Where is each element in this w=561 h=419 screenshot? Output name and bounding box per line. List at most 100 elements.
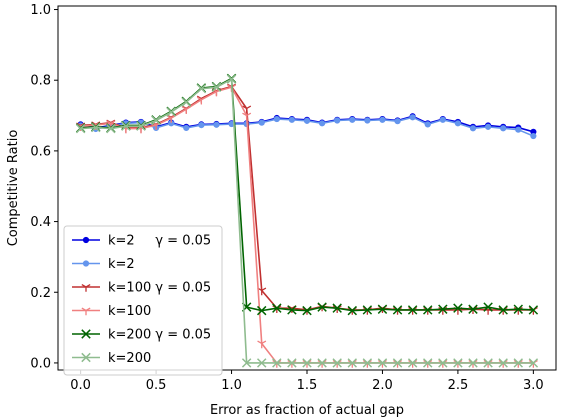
x-tick-label: 2.5 (448, 378, 469, 393)
data-point (211, 82, 222, 93)
data-point (347, 305, 358, 316)
series-5 (75, 74, 539, 368)
data-point (379, 116, 386, 123)
y-axis-label: Competitive Ratio (6, 130, 21, 247)
data-point (438, 358, 448, 368)
legend-marker (82, 260, 90, 267)
data-point (347, 358, 358, 368)
data-point (394, 118, 401, 125)
data-point (377, 304, 388, 314)
data-point (242, 112, 252, 121)
legend-label: k=200 γ = 0.05 (108, 328, 211, 343)
y-tick-label: 0.4 (30, 215, 51, 230)
data-point (424, 121, 431, 128)
x-tick-label: 1.5 (297, 378, 318, 393)
data-point (257, 340, 267, 349)
data-point (272, 358, 282, 368)
data-point (422, 305, 433, 315)
data-point (256, 305, 267, 316)
data-point (453, 358, 463, 368)
ticks-layer: 0.0 0.5 1.0 1.5 2.0 2.5 3.0 0.0 0.2 0.4 0.6 0.8 1.0 (30, 3, 543, 393)
data-point (303, 117, 311, 124)
series-1 (77, 114, 537, 140)
data-point (362, 305, 373, 315)
data-point (409, 114, 416, 121)
data-point (349, 116, 356, 123)
data-point (484, 123, 492, 130)
data-point (500, 125, 507, 132)
y-tick-label: 1.0 (30, 3, 51, 18)
x-tick-label: 2.0 (372, 378, 393, 393)
data-point (181, 97, 192, 107)
data-point (198, 121, 205, 129)
x-tick-label: 1.0 (221, 378, 242, 393)
data-point (151, 115, 161, 126)
legend-label: k=2 (108, 257, 135, 272)
data-point (454, 120, 462, 127)
data-point (498, 305, 508, 315)
data-point (317, 302, 327, 312)
data-point (183, 124, 190, 132)
data-point (242, 105, 252, 114)
data-point (106, 123, 116, 134)
plot-frame (57, 5, 557, 371)
data-point (528, 305, 539, 315)
data-point (166, 107, 176, 117)
data-point (317, 358, 327, 368)
data-point (334, 117, 341, 124)
data-point (90, 122, 101, 133)
data-point (453, 303, 463, 313)
data-point (213, 121, 220, 128)
data-point (439, 116, 446, 123)
legend-marker (82, 236, 90, 244)
data-point (273, 115, 280, 123)
x-tick-label: 0.5 (146, 378, 167, 393)
legend-label: k=100 (108, 304, 151, 319)
data-point (362, 358, 373, 368)
x-tick-label: 0.0 (70, 378, 91, 393)
x-tick-label: 3.0 (523, 378, 544, 393)
y-tick-label: 0.0 (30, 356, 51, 371)
data-point (515, 126, 522, 133)
data-point (181, 106, 191, 114)
data-point (377, 358, 388, 368)
data-point (392, 358, 403, 368)
data-point (422, 358, 433, 368)
y-tick-label: 0.2 (30, 286, 51, 301)
data-point (498, 358, 508, 368)
data-point (196, 96, 206, 105)
legend-label: k=200 (108, 351, 151, 366)
data-point (302, 358, 312, 368)
data-point (136, 121, 146, 131)
legend-marker (81, 352, 91, 363)
data-point (288, 116, 296, 123)
data-point (528, 358, 539, 368)
legend-marker (81, 329, 91, 339)
y-tick-label: 0.8 (30, 74, 51, 89)
data-point (438, 304, 448, 314)
series-layer (75, 73, 539, 368)
legend-marker (81, 284, 91, 292)
data-point (468, 358, 478, 368)
legend: k=2 γ = 0.05 k=2 k=100 γ = 0.05 k=100 k=200 … (63, 225, 223, 376)
legend-marker (81, 307, 91, 316)
legend-label: k=100 γ = 0.05 (108, 281, 211, 296)
data-point (468, 304, 478, 314)
x-axis-label: Error as fraction of actual gap (210, 403, 404, 418)
data-point (407, 358, 418, 368)
data-point (196, 83, 207, 94)
data-point (272, 303, 282, 313)
data-point (287, 358, 297, 368)
data-point (121, 121, 131, 131)
data-point (258, 119, 265, 126)
data-point (392, 305, 403, 315)
data-point (513, 304, 524, 314)
data-point (483, 358, 493, 368)
data-point (469, 125, 477, 132)
data-point (332, 358, 342, 368)
data-point (530, 132, 537, 140)
data-point (332, 303, 342, 313)
data-point (75, 123, 86, 134)
y-tick-label: 0.6 (30, 144, 51, 159)
